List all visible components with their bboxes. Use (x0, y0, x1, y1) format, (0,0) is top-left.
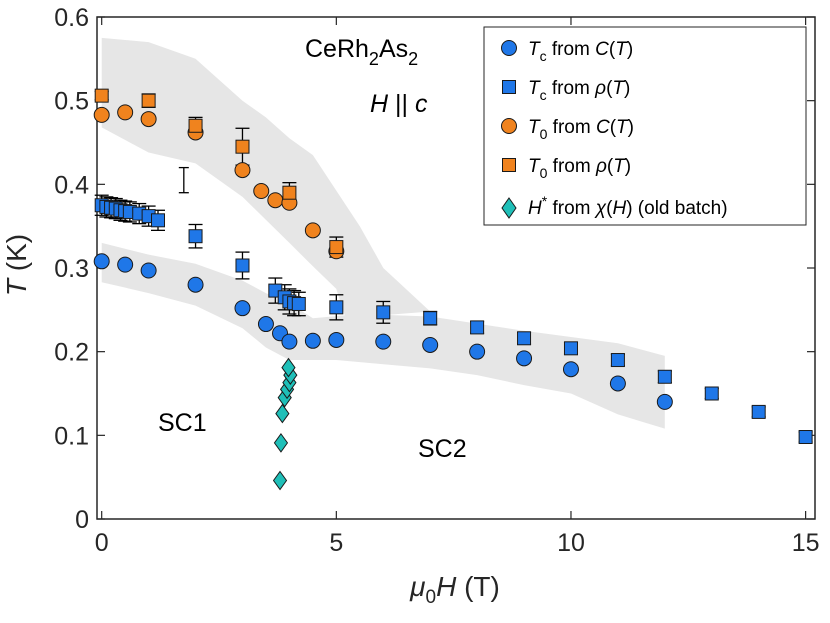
sc2-label: SC2 (418, 435, 467, 463)
axis-ticks: 0 5 10 15 0 0.1 0.2 0.3 0.4 0.5 0.6 (54, 4, 819, 557)
y-tick-label: 0.4 (54, 171, 89, 199)
marker-t0_C (140, 111, 157, 128)
marker-t0_C (93, 106, 110, 123)
marker-tc_C (375, 333, 392, 350)
reference-error-bar (178, 166, 189, 194)
marker-tc_C (304, 332, 321, 349)
legend-entry-hstar-chi: H* from χ(H) (old batch) (501, 193, 728, 219)
marker-t0_rho (282, 185, 297, 200)
marker-t0_C (253, 183, 270, 200)
marker-tc_C (469, 343, 486, 360)
marker-tc_rho (188, 229, 203, 244)
svg-text:T0 from ρ(T): T0 from ρ(T) (528, 156, 631, 181)
marker-tc_rho (470, 320, 485, 335)
marker-tc_C (562, 361, 579, 378)
marker-tc_C (187, 276, 204, 293)
svg-text:T0 from C(T): T0 from C(T) (528, 117, 634, 142)
marker-tc_C (140, 262, 157, 279)
legend-entry-t0-C: T0 from C(T) (501, 117, 634, 142)
x-tick-label: 5 (329, 529, 343, 557)
marker-hstar_chi (272, 470, 288, 491)
marker-t0_rho (235, 139, 250, 154)
marker-tc_C (328, 331, 345, 348)
x-tick-label: 10 (557, 529, 585, 557)
marker-tc_rho (376, 305, 391, 320)
marker-tc_C (609, 375, 626, 392)
marker-tc_rho (151, 213, 166, 228)
y-tick-label: 0.3 (54, 255, 89, 283)
legend-marker-circle-blue (501, 40, 517, 56)
compound-label: CeRh2As2 (305, 35, 418, 69)
marker-tc_C (422, 336, 439, 353)
marker-tc_rho (291, 296, 306, 311)
marker-tc_rho (704, 386, 719, 401)
marker-tc_rho (751, 404, 766, 419)
marker-t0_C (117, 104, 134, 121)
marker-t0_rho (94, 88, 109, 103)
legend-entry-tc-rho: Tc from ρ(T) (502, 78, 630, 103)
y-tick-label: 0 (75, 506, 89, 534)
marker-hstar_chi (275, 403, 290, 424)
marker-tc_rho (423, 311, 438, 326)
marker-tc_C (93, 253, 110, 270)
marker-tc_rho (610, 353, 625, 368)
legend-marker-square-blue (502, 80, 516, 94)
shaded-band-1 (101, 37, 431, 319)
marker-t0_rho (188, 118, 203, 133)
field-direction-label: H || c (370, 90, 428, 118)
x-tick-label: 15 (792, 529, 820, 557)
marker-tc_rho (657, 369, 672, 384)
y-tick-label: 0.6 (54, 4, 89, 32)
legend-marker-circle-orange (501, 118, 517, 134)
y-tick-label: 0.2 (54, 339, 89, 367)
sc1-label: SC1 (158, 409, 207, 437)
marker-t0_rho (141, 93, 156, 108)
data-markers (93, 88, 813, 491)
marker-t0_C (267, 192, 284, 209)
marker-hstar_chi (281, 357, 296, 378)
marker-t0_C (234, 162, 251, 179)
marker-tc_rho (517, 331, 532, 346)
marker-tc_rho (235, 258, 250, 273)
marker-t0_C (304, 222, 321, 239)
marker-tc_C (117, 256, 134, 273)
marker-t0_rho (329, 240, 344, 255)
x-tick-label: 0 (95, 529, 109, 557)
svg-text:Tc from ρ(T): Tc from ρ(T) (528, 78, 630, 103)
marker-hstar_chi (273, 433, 289, 453)
svg-text:H* from χ(H) (old batch): H* from χ(H) (old batch) (528, 193, 728, 219)
legend-entry-tc-C: Tc from C(T) (501, 39, 633, 64)
y-tick-label: 0.5 (54, 88, 89, 116)
legend-box (483, 26, 807, 226)
y-axis-title: T (K) (1, 234, 32, 296)
marker-tc_rho (563, 341, 578, 356)
marker-tc_rho (329, 300, 344, 315)
legend: Tc from C(T) Tc from ρ(T) T0 from C(T) T… (483, 26, 807, 226)
y-tick-label: 0.1 (54, 422, 89, 450)
marker-tc_C (234, 300, 251, 317)
svg-text:Tc from C(T): Tc from C(T) (528, 39, 633, 64)
marker-tc_rho (798, 430, 813, 445)
marker-tc_C (257, 316, 274, 333)
legend-marker-square-orange (502, 158, 516, 172)
legend-marker-diamond-teal (501, 197, 517, 219)
marker-tc_C (656, 393, 673, 410)
marker-tc_C (516, 350, 533, 367)
x-axis-title: μ0H (T) (409, 571, 500, 608)
marker-tc_C (281, 333, 298, 350)
legend-entry-t0-rho: T0 from ρ(T) (502, 156, 631, 181)
